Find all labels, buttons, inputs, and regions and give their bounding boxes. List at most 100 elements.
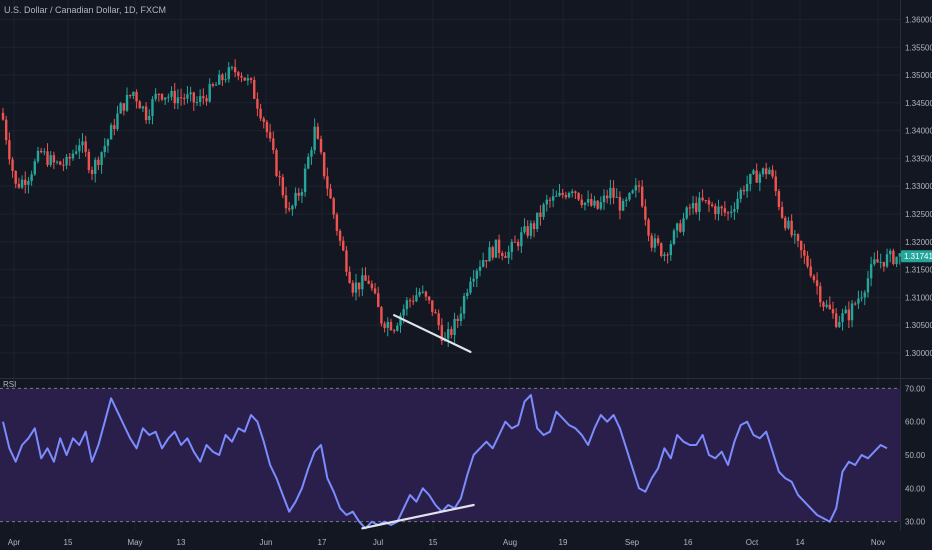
candle-body	[758, 174, 762, 183]
candle-body	[167, 96, 170, 98]
candle-body	[488, 247, 491, 262]
candle-body	[768, 169, 771, 175]
candle-body	[831, 309, 835, 314]
time-tick-label: Sep	[625, 538, 640, 547]
candle-body	[412, 300, 415, 302]
candle-body	[819, 286, 822, 303]
candle-body	[278, 175, 281, 178]
candle-body	[895, 256, 898, 265]
candle-body	[494, 239, 498, 258]
candle-body	[466, 292, 469, 296]
price-tick-label: 1.31000	[905, 293, 932, 302]
candle-body	[730, 211, 733, 213]
candle-body	[322, 152, 326, 177]
symbol-title[interactable]: U.S. Dollar / Canadian Dollar, 1D, FXCM	[4, 5, 167, 15]
price-tick-label: 1.34500	[905, 99, 932, 108]
candle-body	[790, 220, 793, 236]
candle-body	[52, 155, 56, 163]
candle-body	[59, 161, 62, 165]
candle-body	[583, 202, 587, 206]
candle-body	[612, 187, 615, 198]
candle-body	[803, 250, 806, 256]
price-divergence-line[interactable]	[393, 314, 472, 353]
candle-body	[434, 311, 437, 314]
candle-body	[230, 67, 234, 69]
candle-body	[510, 241, 513, 252]
candle-body	[160, 93, 164, 100]
candle-body	[733, 209, 736, 212]
candle-body	[625, 199, 628, 201]
candle-body	[43, 151, 46, 153]
time-tick-label: 17	[318, 538, 327, 547]
rsi-axis[interactable]: 70.00 60.00 50.00 40.00 30.00	[905, 384, 926, 526]
candle-body	[456, 318, 459, 321]
candle-body	[100, 152, 103, 165]
candle-body	[656, 238, 660, 244]
candle-body	[297, 192, 300, 196]
candle-body	[577, 192, 580, 200]
candle-body	[198, 96, 202, 102]
candle-body	[707, 200, 711, 205]
candle-body	[481, 260, 485, 267]
candle-body	[392, 330, 396, 332]
time-axis[interactable]: Apr 15 May 13 Jun 17 Jul 15 Aug 19 Sep 16 Oct 14 Nov	[8, 538, 885, 547]
candle-body	[478, 266, 482, 271]
candle-body	[669, 244, 672, 256]
time-tick-label: 15	[429, 538, 438, 547]
candle-body	[14, 170, 17, 184]
candle-body	[39, 150, 43, 153]
candle-body	[4, 119, 8, 141]
time-tick-label: 19	[559, 538, 568, 547]
candle-body	[370, 283, 374, 289]
candle-body	[447, 329, 450, 339]
candle-body	[246, 78, 250, 81]
candle-body	[841, 313, 844, 323]
candle-body	[227, 67, 230, 80]
indicator-label[interactable]: RSI	[3, 380, 17, 389]
candle-body	[288, 208, 291, 210]
candle-body	[796, 234, 800, 241]
candle-body	[889, 250, 892, 255]
candle-body	[571, 191, 574, 194]
rsi-tick-label: 70.00	[905, 384, 926, 393]
candle-body	[536, 212, 539, 230]
candle-body	[106, 139, 110, 146]
candle-body	[688, 207, 692, 209]
price-tick-label: 1.36000	[905, 15, 932, 24]
candle-body	[272, 138, 275, 151]
candle-body	[116, 113, 119, 130]
candle-body	[243, 77, 246, 81]
candle-body	[898, 253, 901, 257]
candle-body	[389, 321, 393, 331]
candle-body	[682, 218, 685, 232]
candle-body	[637, 185, 641, 187]
candle-body	[303, 168, 307, 193]
price-axis[interactable]: 1.36000 1.35500 1.35000 1.34500 1.34000 1.335…	[905, 15, 932, 358]
rsi-tick-label: 50.00	[905, 451, 926, 460]
candle-body	[224, 79, 227, 81]
candle-body	[284, 195, 288, 209]
candle-body	[55, 161, 59, 163]
candle-body	[81, 141, 84, 146]
candle-body	[144, 106, 148, 121]
candle-body	[11, 159, 14, 171]
candle-body	[561, 192, 564, 196]
candle-body	[812, 275, 816, 281]
candle-body	[653, 238, 657, 248]
rsi-divergence-line[interactable]	[361, 503, 475, 530]
candle-body	[97, 159, 100, 165]
candle-body	[749, 173, 752, 184]
candle-body	[847, 309, 851, 321]
candle-body	[427, 296, 431, 301]
candle-body	[256, 98, 259, 109]
candle-body	[736, 198, 739, 210]
candle-body	[475, 270, 479, 279]
candle-body	[300, 192, 304, 196]
candle-body	[739, 189, 742, 199]
candle-body	[94, 159, 97, 174]
candle-body	[780, 207, 784, 218]
rsi-band	[0, 388, 900, 522]
candle-body	[275, 150, 278, 176]
candle-body	[863, 292, 866, 298]
